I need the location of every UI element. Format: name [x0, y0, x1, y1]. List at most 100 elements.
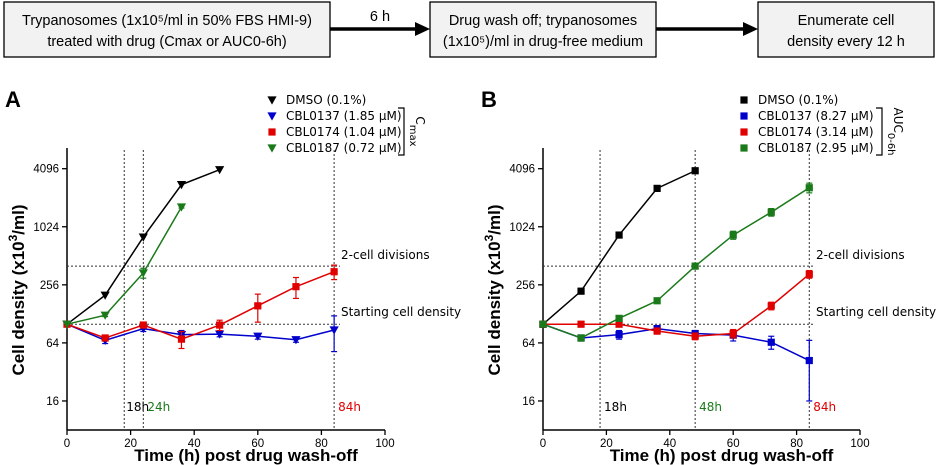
x-tick-label: 60 — [727, 438, 740, 450]
panel-label: A — [5, 87, 21, 112]
series-line — [66, 323, 335, 342]
legend-entry: CBL0137 (1.85 µM) — [286, 109, 402, 123]
x-axis-title: Time (h) post drug wash-off — [610, 446, 834, 465]
reference-line-label: Starting cell density — [341, 305, 461, 319]
legend-entry: CBL0187 (0.72 µM) — [286, 141, 402, 155]
data-point — [267, 144, 277, 153]
legend: DMSO (0.1%) CBL0137 (8.27 µM) CBL0174 (3.1… — [740, 93, 905, 156]
data-point — [253, 332, 263, 341]
workflow-arrow-2-head — [743, 22, 758, 36]
data-point — [215, 166, 225, 175]
data-point — [176, 181, 187, 190]
data-point — [740, 144, 748, 152]
legend-entry: CBL0137 (8.27 µM) — [758, 109, 874, 123]
data-point — [740, 112, 748, 120]
reference-line-label: Starting cell density — [816, 305, 936, 319]
data-point — [805, 356, 813, 365]
data-point — [805, 184, 813, 192]
series-line — [66, 206, 183, 325]
legend-bracket-label: AUC0-6h — [886, 107, 906, 155]
series-line — [66, 271, 335, 340]
data-point — [615, 231, 623, 239]
time-marker-label: 84h — [338, 400, 361, 414]
data-point — [653, 297, 661, 305]
data-point — [729, 231, 737, 239]
workflow-step-1-line1: Trypanosomes (1x10⁵/ml in 50% FBS HMI-9) — [22, 13, 312, 29]
data-point — [100, 291, 110, 300]
series-cbl0187 — [62, 203, 187, 329]
workflow: Trypanosomes (1x10⁵/ml in 50% FBS HMI-9)… — [3, 1, 935, 58]
x-tick-label: 80 — [790, 438, 803, 450]
legend-entry: CBL0174 (1.04 µM) — [286, 125, 402, 139]
workflow-step-1-box — [3, 1, 331, 58]
x-tick-label: 100 — [375, 438, 394, 450]
time-marker-label: 48h — [699, 400, 722, 414]
x-tick-label: 40 — [663, 438, 676, 450]
data-point — [691, 262, 699, 270]
y-tick-label: 64 — [522, 338, 535, 350]
series-line — [543, 273, 810, 338]
series-cbl0137 — [539, 320, 813, 402]
data-point — [767, 208, 775, 216]
workflow-step-2-box — [429, 1, 657, 58]
data-point — [805, 270, 813, 278]
series-line — [542, 323, 810, 362]
panel-b: B 0 20 40 60 80 100 16 64 256 1024 4096 Time (h) pos… — [481, 87, 936, 465]
time-marker-label: 84h — [813, 400, 836, 414]
series-cbl0187 — [539, 182, 813, 342]
data-point — [653, 184, 661, 192]
y-tick-label: 64 — [46, 338, 59, 350]
data-point — [268, 128, 276, 136]
time-marker-label: 18h — [126, 400, 149, 414]
x-axis-title: Time (h) post drug wash-off — [134, 446, 358, 465]
data-point — [577, 287, 585, 295]
y-tick-label: 16 — [46, 396, 59, 408]
reference-line-label: 2-cell divisions — [341, 248, 430, 262]
data-point — [740, 96, 748, 104]
series-line — [542, 187, 810, 339]
x-tick-label: 0 — [540, 438, 546, 450]
data-point — [329, 326, 339, 335]
legend-bracket-label: Cmax — [408, 116, 428, 146]
y-axis-title: Cell density (x103/ml) — [6, 204, 28, 375]
data-point — [100, 311, 110, 320]
data-point — [292, 283, 300, 291]
data-point — [267, 96, 277, 105]
time-marker-label: 18h — [604, 400, 627, 414]
series-line — [542, 170, 696, 325]
legend-entry: CBL0174 (3.14 µM) — [758, 125, 874, 139]
x-tick-label: 80 — [315, 438, 328, 450]
workflow-step-1-line2: treated with drug (Cmax or AUC0-6h) — [47, 34, 286, 50]
data-point — [215, 330, 225, 339]
legend-bracket — [876, 107, 883, 156]
y-tick-label: 4096 — [509, 164, 535, 176]
series-cbl0137 — [62, 315, 339, 353]
reference-line-label: 2-cell divisions — [816, 248, 905, 262]
legend-entry: CBL0187 (2.95 µM) — [758, 141, 874, 155]
y-axis-title: Cell density (x103/ml) — [482, 204, 504, 375]
data-point — [539, 320, 547, 328]
data-point — [653, 327, 661, 335]
data-point — [577, 334, 585, 342]
data-point — [216, 321, 224, 329]
data-point — [615, 314, 623, 322]
y-tick-label: 1024 — [33, 222, 59, 234]
workflow-step-2-line2: (1x10⁵)/ml in drug-free medium — [443, 34, 643, 50]
panel-a: A 0 20 40 60 80 100 16 64 256 1024 4096 Time (h) pos… — [5, 87, 461, 465]
legend-entry: DMSO (0.1%) — [286, 93, 366, 107]
data-point — [291, 336, 301, 345]
x-tick-label: 0 — [64, 438, 70, 450]
x-tick-label: 40 — [188, 438, 201, 450]
x-tick-label: 60 — [251, 438, 264, 450]
data-point — [176, 203, 187, 212]
time-marker-label: 24h — [147, 400, 170, 414]
y-tick-label: 4096 — [33, 164, 59, 176]
data-point — [577, 320, 585, 328]
y-tick-label: 256 — [516, 280, 535, 292]
data-point — [138, 233, 148, 242]
data-point — [740, 128, 748, 136]
series-cbl0174 — [63, 264, 338, 350]
series-cbl0174 — [539, 269, 813, 341]
y-tick-label: 256 — [40, 280, 59, 292]
